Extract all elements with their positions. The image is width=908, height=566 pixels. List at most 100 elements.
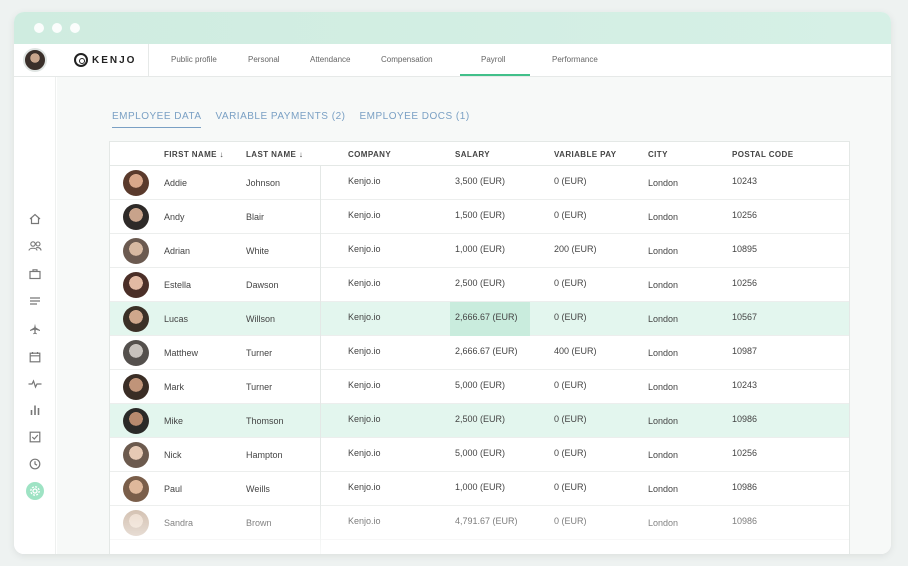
cell-company: Kenjo.io xyxy=(348,482,381,492)
briefcase-icon[interactable] xyxy=(26,265,44,283)
table-row[interactable]: Andy Blair Kenjo.io 1,500 (EUR) 0 (EUR) Londo… xyxy=(110,200,849,234)
cell-city: London xyxy=(648,416,679,426)
cell-last-name: Hampton xyxy=(246,450,283,460)
cell-company: Kenjo.io xyxy=(348,380,381,390)
kenjo-logo-icon xyxy=(74,53,88,67)
home-icon[interactable] xyxy=(26,210,44,228)
cell-last-name: Thomson xyxy=(246,416,284,426)
cell-last-name: Johnson xyxy=(246,178,281,188)
employee-avatar[interactable] xyxy=(123,170,149,196)
employee-avatar[interactable] xyxy=(123,204,149,230)
tab-public-profile[interactable]: Public profile xyxy=(171,55,217,64)
cell-first-name: Estella xyxy=(164,280,192,290)
tab-payroll[interactable]: Payroll xyxy=(481,55,506,64)
cell-last-name: Dawson xyxy=(246,280,279,290)
cell-first-name: Adrian xyxy=(164,246,191,256)
header-variable-pay[interactable]: VARIABLE PAY xyxy=(554,150,617,159)
employee-avatar[interactable] xyxy=(123,272,149,298)
calendar-icon[interactable] xyxy=(26,348,44,366)
window-titlebar xyxy=(14,12,891,44)
subtab-variable-payments[interactable]: VARIABLE PAYMENTS (2) xyxy=(215,111,346,122)
cell-company: Kenjo.io xyxy=(348,346,381,356)
cell-city: London xyxy=(648,348,679,358)
cell-last-name: Weills xyxy=(246,484,270,494)
cell-first-name: Matthew xyxy=(164,348,199,358)
cell-salary: 1,000 (EUR) xyxy=(455,244,506,254)
cell-variable-pay: 400 (EUR) xyxy=(554,346,597,356)
header-last-name[interactable]: LAST NAME ↓ xyxy=(246,150,304,159)
table-row[interactable]: Adrian White Kenjo.io 1,000 (EUR) 200 (EUR) L… xyxy=(110,234,849,268)
cell-salary: 4,791.67 (EUR) xyxy=(455,516,518,526)
cell-postal-code: 10243 xyxy=(732,380,758,390)
employee-avatar[interactable] xyxy=(123,442,149,468)
cell-variable-pay: 0 (EUR) xyxy=(554,516,587,526)
cell-salary: 5,000 (EUR) xyxy=(455,380,506,390)
cell-salary: 1,000 (EUR) xyxy=(455,482,506,492)
employee-avatar[interactable] xyxy=(123,306,149,332)
cell-city: London xyxy=(648,178,679,188)
clock-icon[interactable] xyxy=(26,455,44,473)
tab-personal[interactable]: Personal xyxy=(248,55,280,64)
cell-postal-code: 10895 xyxy=(732,244,758,254)
cell-city: London xyxy=(648,382,679,392)
cell-city: London xyxy=(648,246,679,256)
column-divider xyxy=(320,166,321,554)
cell-postal-code: 10256 xyxy=(732,278,758,288)
cell-variable-pay: 0 (EUR) xyxy=(554,312,587,322)
cell-company: Kenjo.io xyxy=(348,448,381,458)
table-row[interactable]: Mark Turner Kenjo.io 5,000 (EUR) 0 (EUR) Lond… xyxy=(110,370,849,404)
employee-avatar[interactable] xyxy=(123,340,149,366)
table-row[interactable]: Lucas Willson Kenjo.io 2,666.67 (EUR) 0 (EUR… xyxy=(110,302,849,336)
tab-attendance[interactable]: Attendance xyxy=(310,55,351,64)
airplane-icon[interactable] xyxy=(26,320,44,338)
table-row[interactable]: Paul Weills Kenjo.io 1,000 (EUR) 0 (EUR) Lond… xyxy=(110,472,849,506)
cell-salary: 2,666.67 (EUR) xyxy=(455,312,518,322)
settings-icon[interactable] xyxy=(26,482,44,500)
cell-salary: 2,500 (EUR) xyxy=(455,414,506,424)
cell-company: Kenjo.io xyxy=(348,516,381,526)
people-icon[interactable] xyxy=(26,237,44,255)
subtab-employee-data[interactable]: EMPLOYEE DATA xyxy=(112,111,202,128)
employee-avatar[interactable] xyxy=(123,510,149,536)
header-first-name[interactable]: FIRST NAME ↓ xyxy=(164,150,224,159)
table-row[interactable]: Estella Dawson Kenjo.io 2,500 (EUR) 0 (EUR) L… xyxy=(110,268,849,302)
cell-postal-code: 10987 xyxy=(732,346,758,356)
header-company[interactable]: COMPANY xyxy=(348,150,392,159)
header-city[interactable]: CITY xyxy=(648,150,668,159)
cell-first-name: Nick xyxy=(164,450,182,460)
cell-variable-pay: 0 (EUR) xyxy=(554,380,587,390)
cell-city: London xyxy=(648,280,679,290)
cell-salary: 3,500 (EUR) xyxy=(455,176,506,186)
main-content: EMPLOYEE DATA VARIABLE PAYMENTS (2) EMPL… xyxy=(57,77,891,554)
employee-avatar[interactable] xyxy=(123,374,149,400)
table-row[interactable]: Mike Thomson Kenjo.io 2,500 (EUR) 0 (EUR) Lon… xyxy=(110,404,849,438)
checkbox-icon[interactable] xyxy=(26,428,44,446)
cell-city: London xyxy=(648,518,679,528)
cell-company: Kenjo.io xyxy=(348,278,381,288)
list-icon[interactable] xyxy=(26,292,44,310)
employee-avatar[interactable] xyxy=(123,476,149,502)
cell-postal-code: 10256 xyxy=(732,210,758,220)
employee-avatar[interactable] xyxy=(123,238,149,264)
pulse-icon[interactable] xyxy=(26,375,44,393)
user-avatar[interactable] xyxy=(23,48,47,72)
cell-first-name: Mike xyxy=(164,416,184,426)
kenjo-logo[interactable]: KENJO xyxy=(74,53,136,67)
table-row[interactable]: Nick Hampton Kenjo.io 5,000 (EUR) 0 (EUR) Lon… xyxy=(110,438,849,472)
header-postal-code[interactable]: POSTAL CODE xyxy=(732,150,794,159)
table-row[interactable]: Sandra Brown Kenjo.io 4,791.67 (EUR) 0 (EUR)… xyxy=(110,506,849,540)
tab-performance[interactable]: Performance xyxy=(552,55,598,64)
employee-avatar[interactable] xyxy=(123,408,149,434)
cell-variable-pay: 0 (EUR) xyxy=(554,414,587,424)
cell-last-name: Willson xyxy=(246,314,276,324)
cell-city: London xyxy=(648,450,679,460)
table-row[interactable]: Matthew Turner Kenjo.io 2,666.67 (EUR) 400 (… xyxy=(110,336,849,370)
subtab-employee-docs[interactable]: EMPLOYEE DOCS (1) xyxy=(359,111,470,122)
header-salary[interactable]: SALARY xyxy=(455,150,490,159)
table-row[interactable]: Addie Johnson Kenjo.io 3,500 (EUR) 0 (EUR) Lo… xyxy=(110,166,849,200)
bar-chart-icon[interactable] xyxy=(26,401,44,419)
tab-compensation[interactable]: Compensation xyxy=(381,55,433,64)
top-navigation: KENJO Public profile Personal Attendance… xyxy=(14,44,891,77)
cell-city: London xyxy=(648,314,679,324)
window-dot-icon xyxy=(52,23,62,33)
